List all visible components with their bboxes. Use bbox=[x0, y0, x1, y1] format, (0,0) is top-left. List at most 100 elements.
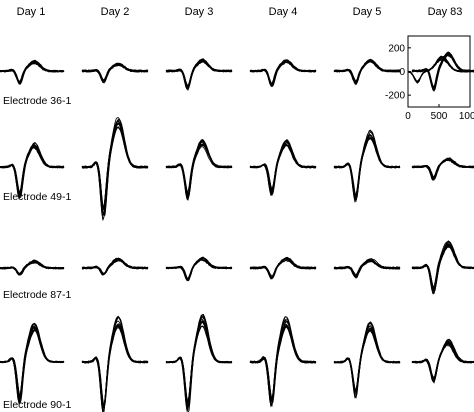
waveform-panel bbox=[81, 315, 149, 412]
waveform-trace bbox=[249, 143, 317, 197]
waveform-trace bbox=[412, 242, 474, 292]
waveform-trace bbox=[165, 259, 232, 280]
waveform-trace bbox=[81, 327, 149, 409]
waveform-panel bbox=[81, 117, 149, 222]
waveform-trace bbox=[0, 329, 65, 400]
waveform-trace bbox=[333, 134, 401, 197]
waveform-trace bbox=[0, 144, 65, 196]
waveform-trace bbox=[81, 63, 149, 84]
column-header-day-5: Day 5 bbox=[353, 6, 382, 18]
waveform-trace bbox=[249, 257, 317, 280]
waveform-trace bbox=[0, 146, 65, 196]
waveform-panel bbox=[411, 240, 474, 295]
waveform-trace bbox=[0, 142, 65, 198]
waveform-panel bbox=[0, 259, 65, 276]
waveform-panel bbox=[0, 322, 65, 405]
waveform-trace bbox=[0, 147, 65, 197]
waveform-trace bbox=[165, 59, 233, 89]
waveform-trace bbox=[0, 326, 65, 405]
waveform-trace bbox=[165, 144, 233, 195]
waveform-trace bbox=[165, 61, 233, 88]
waveform-trace bbox=[81, 323, 149, 408]
waveform-trace bbox=[165, 61, 233, 91]
waveform-trace bbox=[411, 158, 474, 180]
waveform-trace bbox=[81, 122, 149, 217]
waveform-panel bbox=[165, 313, 233, 412]
waveform-trace bbox=[333, 61, 401, 84]
waveform-trace bbox=[165, 146, 233, 199]
waveform-trace bbox=[82, 327, 149, 410]
waveform-trace bbox=[81, 64, 149, 83]
waveform-trace bbox=[81, 64, 149, 82]
waveform-trace bbox=[165, 144, 233, 197]
waveform-trace bbox=[411, 52, 474, 89]
inset-y-tick-label: 0 bbox=[399, 67, 405, 78]
waveform-trace bbox=[0, 61, 65, 84]
waveform-trace bbox=[333, 260, 401, 277]
row-label-electrode-87-1: Electrode 87-1 bbox=[3, 289, 71, 301]
column-header-day-3: Day 3 bbox=[185, 6, 214, 18]
waveform-trace bbox=[165, 319, 233, 412]
waveform-panels bbox=[0, 51, 474, 412]
waveform-trace bbox=[165, 325, 233, 405]
waveform-trace bbox=[165, 60, 233, 88]
waveform-trace bbox=[82, 258, 149, 276]
waveform-trace bbox=[81, 63, 149, 82]
waveform-panel bbox=[165, 256, 233, 282]
waveform-trace bbox=[0, 328, 65, 401]
waveform-trace bbox=[411, 159, 474, 181]
waveform-trace bbox=[249, 62, 317, 86]
waveform-trace bbox=[165, 321, 233, 408]
waveform-trace bbox=[165, 256, 233, 282]
waveform-trace bbox=[165, 259, 233, 281]
waveform-trace bbox=[249, 61, 317, 85]
waveform-trace bbox=[411, 52, 474, 89]
inset-y-tick-label: -200 bbox=[385, 91, 405, 102]
waveform-trace bbox=[81, 127, 149, 217]
waveform-trace bbox=[249, 259, 317, 279]
waveform-panel bbox=[333, 258, 401, 279]
waveform-trace bbox=[333, 60, 401, 85]
waveform-panel bbox=[249, 59, 317, 88]
waveform-trace bbox=[333, 135, 401, 203]
waveform-trace bbox=[249, 61, 317, 84]
waveform-trace bbox=[0, 145, 65, 197]
waveform-trace bbox=[0, 327, 65, 405]
waveform-panel bbox=[249, 139, 317, 197]
waveform-trace bbox=[333, 259, 401, 276]
waveform-trace bbox=[250, 142, 317, 196]
waveform-panel bbox=[249, 316, 317, 408]
row-label-electrode-90-1: Electrode 90-1 bbox=[3, 399, 71, 411]
waveform-trace bbox=[333, 330, 401, 398]
waveform-trace bbox=[333, 327, 401, 391]
waveform-trace bbox=[411, 338, 474, 378]
waveform-panel bbox=[165, 58, 233, 91]
waveform-trace bbox=[81, 63, 149, 83]
column-header-day-2: Day 2 bbox=[101, 6, 130, 18]
waveform-panel bbox=[249, 256, 317, 280]
waveform-trace bbox=[334, 61, 401, 84]
waveform-trace bbox=[249, 145, 316, 197]
waveform-trace bbox=[0, 145, 65, 198]
waveform-trace bbox=[81, 123, 149, 218]
waveform-trace bbox=[81, 324, 149, 409]
waveform-trace bbox=[0, 61, 65, 84]
waveform-trace bbox=[249, 323, 317, 406]
waveform-trace bbox=[249, 139, 317, 192]
waveform-trace bbox=[81, 325, 149, 411]
waveform-trace bbox=[165, 60, 233, 87]
waveform-trace bbox=[165, 259, 232, 281]
waveform-trace bbox=[0, 330, 65, 405]
waveform-trace bbox=[81, 257, 149, 274]
waveform-panel bbox=[165, 139, 233, 201]
waveform-trace bbox=[249, 326, 317, 402]
waveform-trace bbox=[165, 259, 233, 281]
waveform-panel bbox=[0, 59, 65, 86]
waveform-trace bbox=[411, 345, 474, 381]
waveform-panel bbox=[81, 257, 149, 276]
waveform-trace bbox=[250, 325, 317, 403]
waveform-trace bbox=[0, 329, 65, 399]
waveform-trace bbox=[0, 261, 65, 276]
waveform-panel bbox=[411, 51, 474, 92]
